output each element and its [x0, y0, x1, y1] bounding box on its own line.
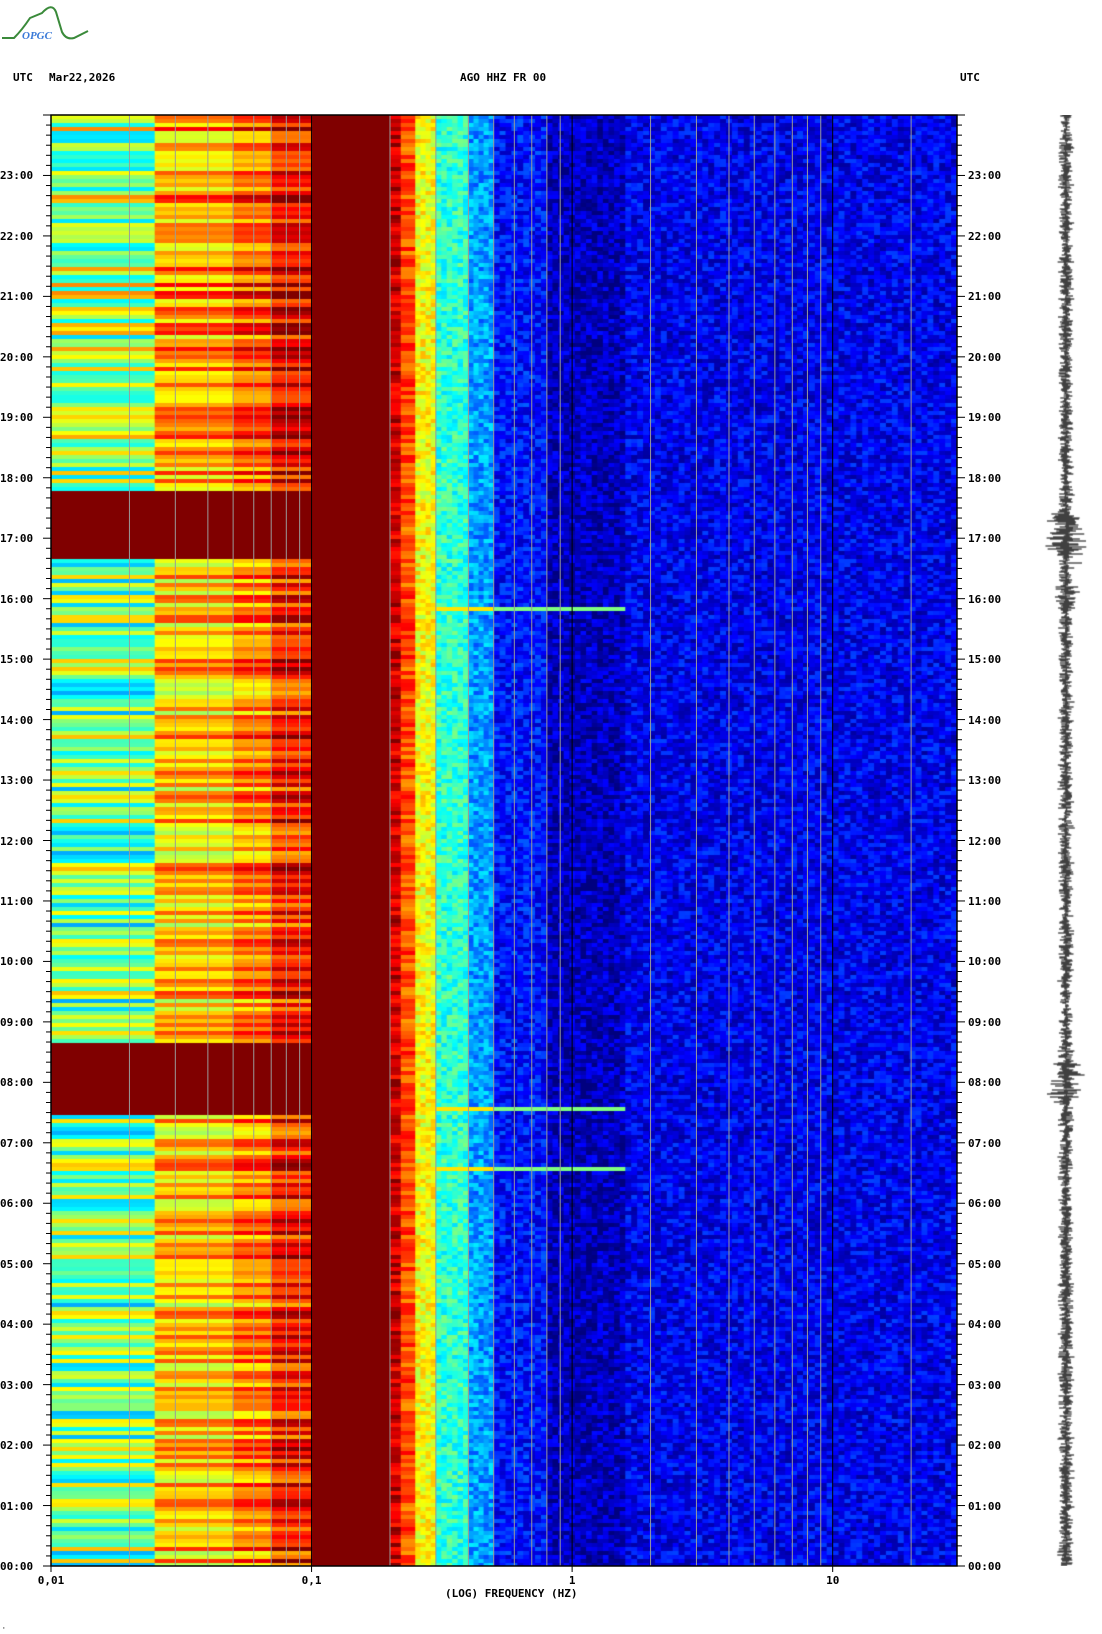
date-label: Mar22,2026 [49, 71, 116, 84]
y-tick-label-right: 07:00 [968, 1136, 1002, 1150]
y-tick-label-right: 03:00 [968, 1378, 1002, 1392]
y-tick-label-left: 14:00 [0, 713, 34, 727]
corner-mark: · [2, 1625, 6, 1632]
y-tick-label-left: 18:00 [0, 471, 34, 485]
x-axis-title: (LOG) FREQUENCY (HZ) [445, 1587, 578, 1600]
spectrogram-heatmap [51, 115, 957, 1566]
x-tick-label: 0,1 [301, 1574, 322, 1587]
y-tick-label-left: 06:00 [0, 1197, 34, 1211]
y-tick-label-left: 16:00 [0, 592, 34, 606]
y-tick-label-left: 22:00 [0, 229, 34, 243]
y-tick-label-right: 15:00 [968, 653, 1002, 667]
y-tick-label-left: 01:00 [0, 1499, 34, 1513]
y-tick-label-right: 12:00 [968, 834, 1002, 848]
y-tick-label-left: 21:00 [0, 290, 34, 304]
y-tick-label-right: 22:00 [968, 229, 1002, 243]
y-tick-label-left: 23:00 [0, 169, 34, 183]
y-tick-label-right: 04:00 [968, 1318, 1002, 1332]
y-tick-label-left: 03:00 [0, 1378, 34, 1392]
x-tick-label: 10 [826, 1574, 840, 1587]
station-title: AGO HHZ FR 00 [460, 71, 547, 84]
y-tick-label-left: 15:00 [0, 653, 34, 667]
y-tick-label-left: 19:00 [0, 411, 34, 425]
right-timezone-label: UTC [960, 71, 980, 84]
y-tick-label-left: 08:00 [0, 1076, 34, 1090]
y-tick-label-right: 17:00 [968, 532, 1002, 546]
y-tick-label-left: 05:00 [0, 1257, 34, 1271]
y-tick-label-right: 20:00 [968, 350, 1002, 364]
y-tick-label-right: 10:00 [968, 955, 1002, 969]
y-tick-label-left: 10:00 [0, 955, 34, 969]
svg-text:OPGC: OPGC [22, 30, 53, 42]
x-tick-label: 1 [568, 1574, 576, 1587]
y-tick-label-left: 07:00 [0, 1136, 34, 1150]
y-tick-label-left: 09:00 [0, 1015, 34, 1029]
y-tick-label-left: 13:00 [0, 774, 34, 788]
y-tick-label-right: 16:00 [968, 592, 1002, 606]
y-tick-label-right: 21:00 [968, 290, 1002, 304]
y-tick-label-right: 05:00 [968, 1257, 1002, 1271]
y-tick-label-right: 14:00 [968, 713, 1002, 727]
y-tick-label-right: 09:00 [968, 1015, 1002, 1029]
y-tick-label-right: 18:00 [968, 471, 1002, 485]
y-tick-label-left: 00:00 [0, 1560, 34, 1573]
seismogram-trace [1040, 115, 1092, 1566]
y-tick-label-left: 04:00 [0, 1318, 34, 1332]
y-tick-label-right: 02:00 [968, 1439, 1002, 1453]
y-tick-label-right: 00:00 [968, 1560, 1002, 1573]
y-tick-label-left: 11:00 [0, 894, 34, 908]
y-tick-label-right: 19:00 [968, 411, 1002, 425]
y-tick-label-right: 11:00 [968, 894, 1002, 908]
y-tick-label-left: 12:00 [0, 834, 34, 848]
y-tick-label-right: 01:00 [968, 1499, 1002, 1513]
x-tick-label: 0,01 [37, 1574, 65, 1587]
y-tick-label-right: 13:00 [968, 774, 1002, 788]
y-tick-label-left: 20:00 [0, 350, 34, 364]
left-timezone-label: UTC [13, 71, 33, 84]
y-tick-label-right: 08:00 [968, 1076, 1002, 1090]
y-tick-label-left: 17:00 [0, 532, 34, 546]
y-tick-label-left: 02:00 [0, 1439, 34, 1453]
y-tick-label-right: 06:00 [968, 1197, 1002, 1211]
opgc-logo: OPGC [0, 0, 95, 45]
y-tick-label-right: 23:00 [968, 169, 1002, 183]
